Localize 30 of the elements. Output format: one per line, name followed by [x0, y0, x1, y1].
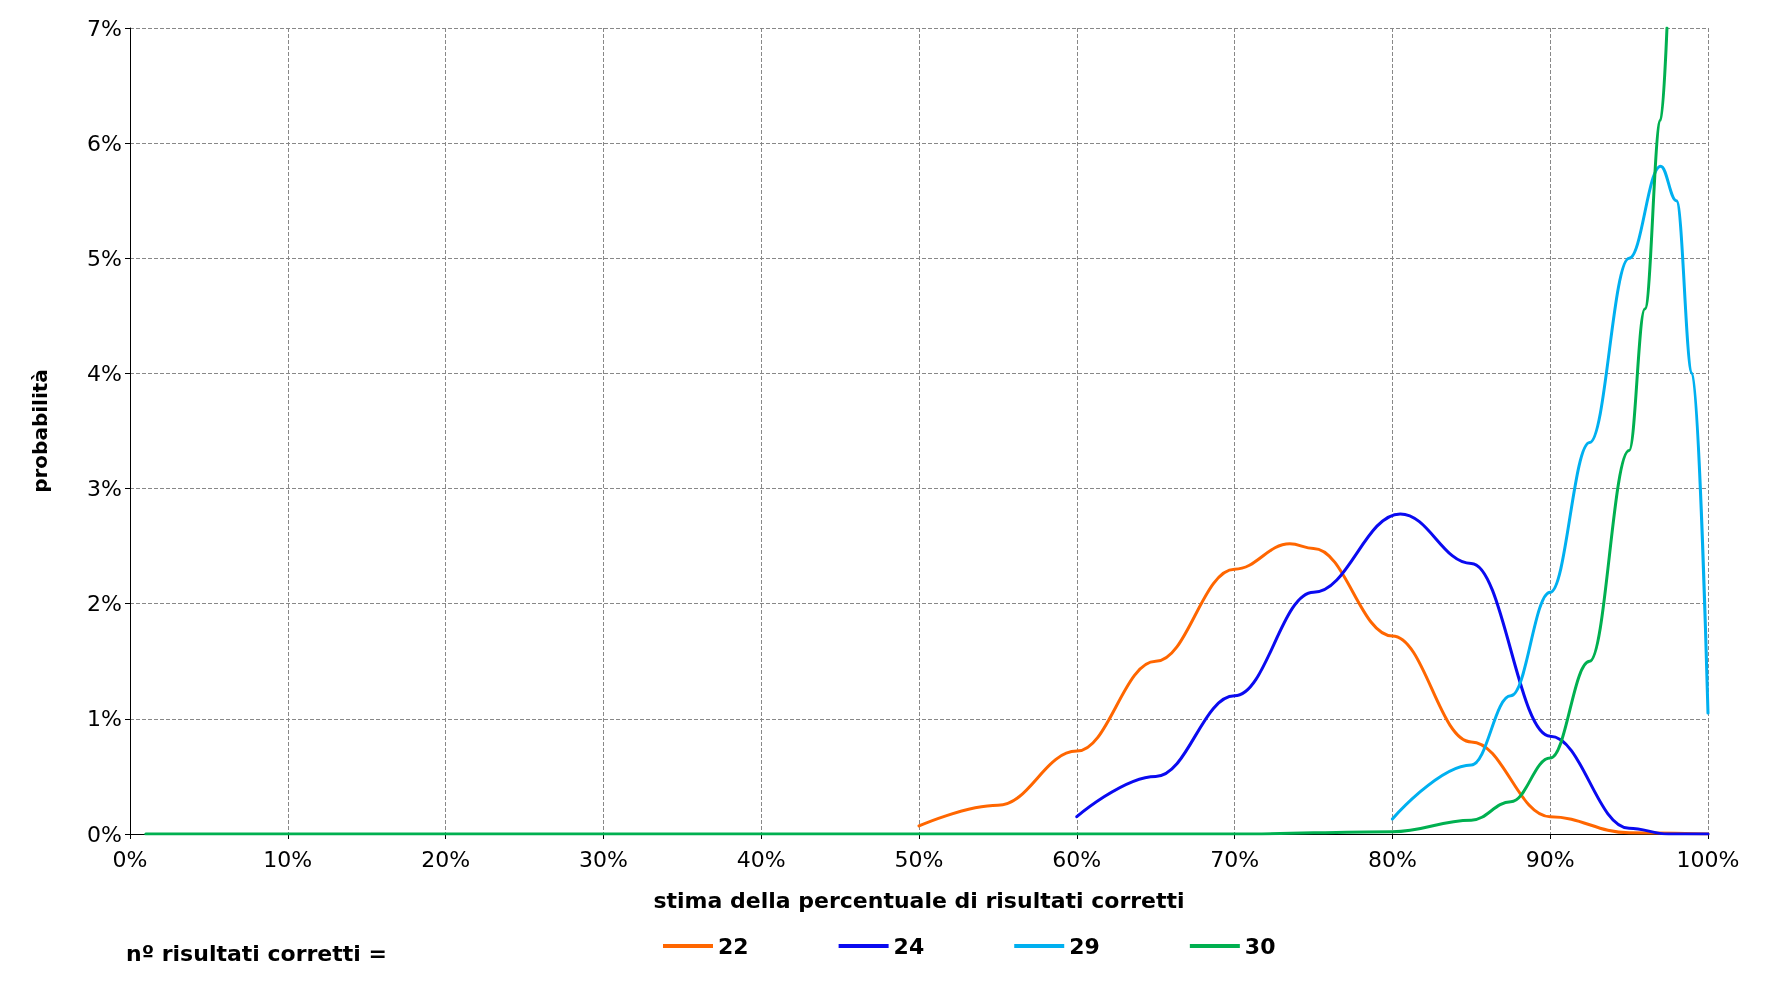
legend-title: nº risultati corretti =: [126, 940, 387, 966]
line-series: [1390, 164, 1710, 821]
y-tick-label: 5%: [87, 245, 122, 271]
y-tick-label: 7%: [87, 15, 122, 41]
legend-label: 24: [893, 933, 925, 959]
x-axis-title: stima della percentuale di risultati corretti: [653, 887, 1185, 913]
y-tick-label: 3%: [87, 476, 122, 502]
legend-label: 22: [718, 933, 749, 959]
legend-label: 30: [1244, 933, 1276, 959]
legend-label: 29: [1069, 933, 1100, 959]
y-axis-title: probabilità: [28, 369, 52, 493]
y-tick-label: 0%: [87, 821, 122, 847]
y-tick-label: 2%: [87, 591, 122, 617]
x-tick-label: 20%: [421, 846, 471, 872]
x-tick-label: 100%: [1676, 846, 1740, 872]
line-series: [144, 26, 1669, 836]
x-tick-label: 60%: [1052, 846, 1102, 872]
x-tick-label: 70%: [1210, 846, 1260, 872]
x-tick-label: 40%: [736, 846, 786, 872]
line-series: [917, 542, 1710, 836]
x-tick-label: 0%: [112, 846, 148, 872]
y-tick-label: 6%: [87, 130, 122, 156]
x-tick-label: 10%: [263, 846, 313, 872]
x-tick-label: 30%: [578, 846, 628, 872]
line-series: [1075, 512, 1710, 836]
x-tick-label: 50%: [894, 846, 944, 872]
y-tick-label: 1%: [87, 706, 122, 732]
x-tick-label: 80%: [1367, 846, 1417, 872]
y-tick-label: 4%: [87, 360, 122, 386]
x-tick-label: 90%: [1525, 846, 1575, 872]
